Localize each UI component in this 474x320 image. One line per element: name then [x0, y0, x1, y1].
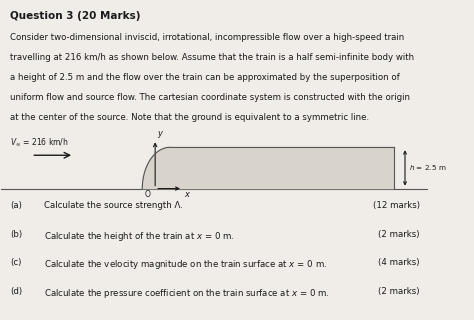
Text: uniform flow and source flow. The cartesian coordinate system is constructed wit: uniform flow and source flow. The cartes… — [10, 93, 410, 102]
Text: Calculate the pressure coefficient on the train surface at $x$ = 0 m.: Calculate the pressure coefficient on th… — [44, 287, 329, 300]
Text: $V_{\infty}$ = 216 km/h: $V_{\infty}$ = 216 km/h — [10, 137, 69, 148]
Text: (b): (b) — [10, 230, 22, 239]
Text: (d): (d) — [10, 287, 22, 296]
Text: Consider two-dimensional inviscid, irrotational, incompressible flow over a high: Consider two-dimensional inviscid, irrot… — [10, 33, 404, 42]
Polygon shape — [142, 147, 394, 188]
Text: at the center of the source. Note that the ground is equivalent to a symmetric l: at the center of the source. Note that t… — [10, 113, 369, 122]
Text: $h$ = 2.5 m: $h$ = 2.5 m — [409, 164, 447, 172]
Text: (2 marks): (2 marks) — [378, 230, 420, 239]
Text: O: O — [145, 190, 151, 199]
Text: Calculate the height of the train at $x$ = 0 m.: Calculate the height of the train at $x$… — [44, 230, 235, 243]
Text: (c): (c) — [10, 258, 21, 267]
Text: Calculate the source strength Λ.: Calculate the source strength Λ. — [44, 201, 183, 210]
Text: a height of 2.5 m and the flow over the train can be approximated by the superpo: a height of 2.5 m and the flow over the … — [10, 73, 400, 82]
Text: Question 3 (20 Marks): Question 3 (20 Marks) — [10, 11, 140, 21]
Text: (a): (a) — [10, 201, 22, 210]
Text: Calculate the velocity magnitude on the train surface at $x$ = 0 m.: Calculate the velocity magnitude on the … — [44, 258, 327, 271]
Text: y: y — [157, 129, 162, 139]
Text: travelling at 216 km/h as shown below. Assume that the train is a half semi-infi: travelling at 216 km/h as shown below. A… — [10, 53, 414, 62]
Text: (2 marks): (2 marks) — [378, 287, 420, 296]
Text: (4 marks): (4 marks) — [378, 258, 420, 267]
Text: x: x — [184, 190, 189, 199]
Text: (12 marks): (12 marks) — [373, 201, 420, 210]
